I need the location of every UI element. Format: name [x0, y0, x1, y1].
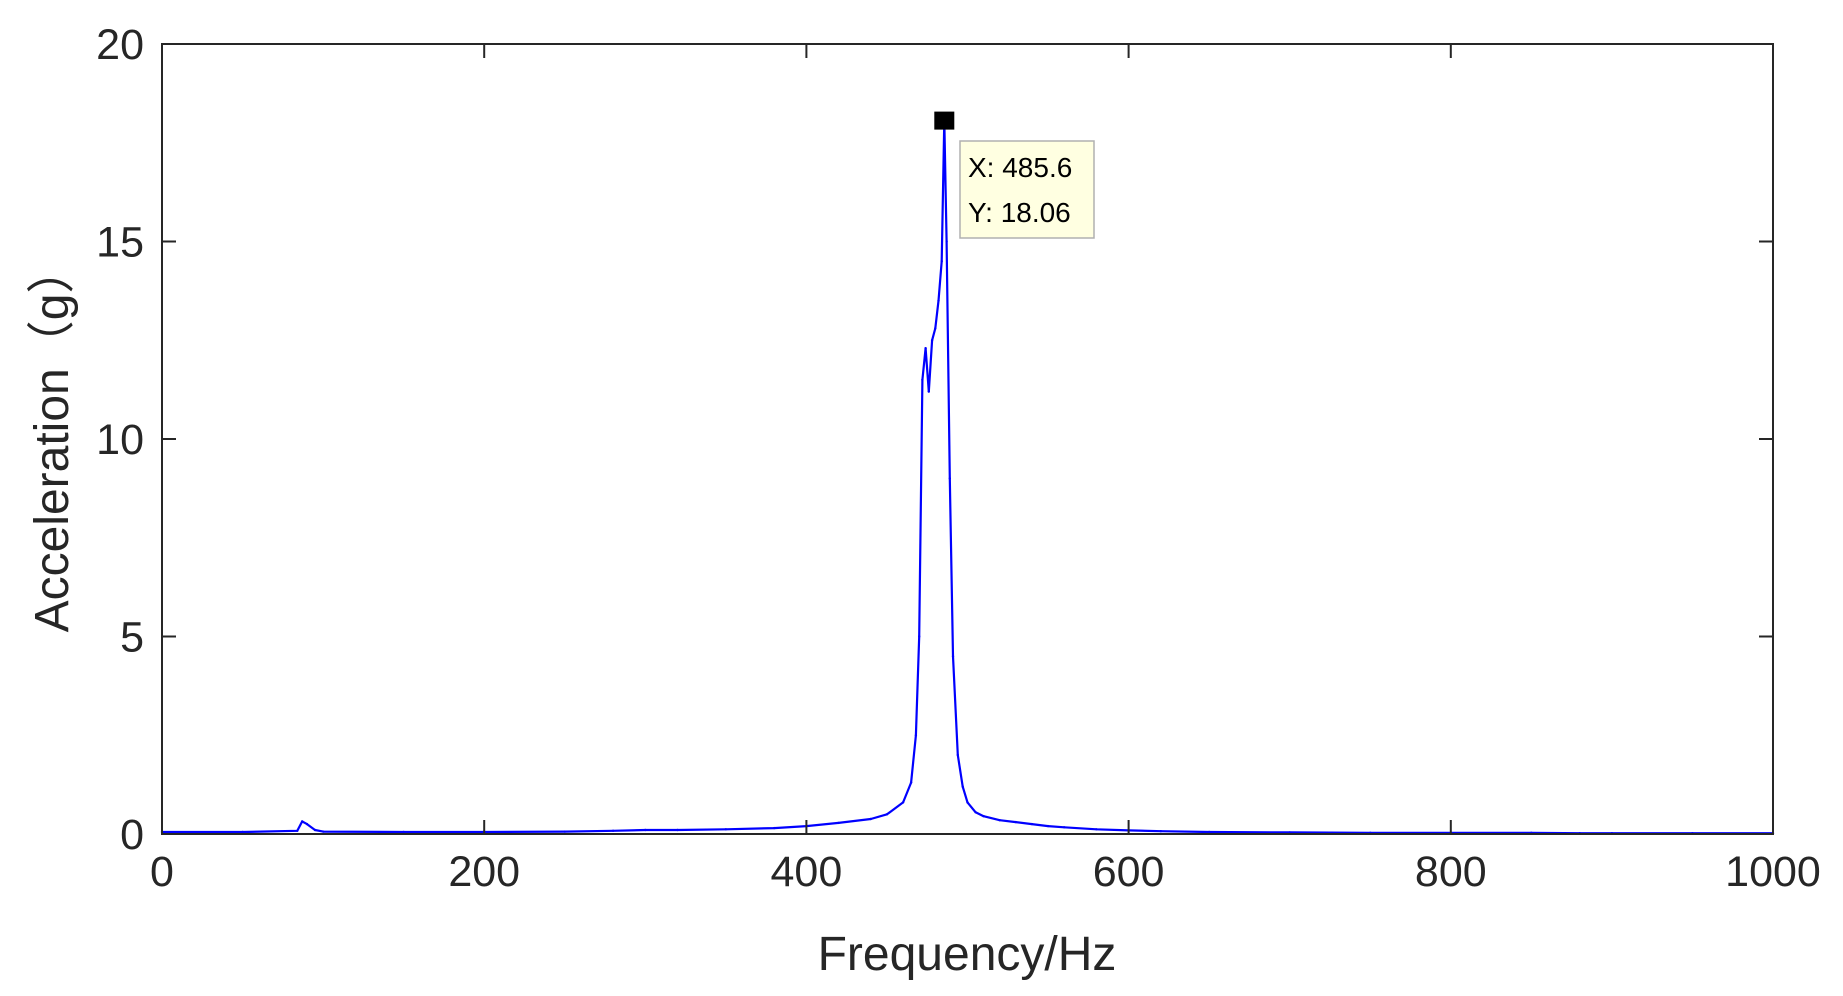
- data-point: [869, 817, 872, 821]
- data-point: [934, 327, 937, 330]
- data-point: [948, 477, 951, 480]
- y-tick-label: 5: [120, 614, 144, 662]
- data-point: [1046, 824, 1050, 828]
- y-tick-label: 15: [96, 219, 144, 267]
- data-point: [998, 819, 1001, 822]
- data-point: [940, 260, 943, 263]
- x-tick-label: 200: [448, 848, 520, 896]
- data-point: [1159, 830, 1163, 833]
- data-point: [937, 299, 940, 302]
- data-point: [918, 635, 921, 638]
- data-point: [321, 830, 325, 833]
- data-point: [402, 830, 405, 834]
- datatip-y-label: Y: 18.06: [968, 197, 1071, 228]
- data-point: [982, 815, 985, 818]
- data-point: [914, 734, 918, 737]
- datatip-x-label: X: 485.6: [968, 152, 1072, 183]
- data-point: [313, 828, 317, 832]
- data-point: [1014, 820, 1017, 824]
- y-tick-label: 20: [96, 21, 144, 69]
- y-tick-label: 0: [120, 811, 144, 859]
- data-point: [611, 829, 615, 832]
- data-point: [901, 801, 905, 804]
- data-point: [296, 829, 299, 832]
- data-point: [644, 828, 647, 832]
- data-point: [563, 830, 566, 833]
- data-point: [961, 785, 964, 788]
- data-point: [951, 655, 955, 658]
- data-point: [724, 828, 727, 831]
- x-tick-label: 0: [150, 848, 174, 896]
- series-layer: [160, 119, 1775, 835]
- data-point: [927, 390, 930, 393]
- data-point: [924, 347, 927, 350]
- data-point: [241, 830, 244, 834]
- data-point: [1095, 828, 1098, 831]
- data-point: [930, 339, 934, 342]
- data-point: [773, 826, 776, 830]
- y-tick-label: 10: [96, 416, 144, 464]
- data-point: [966, 801, 969, 804]
- x-axis-title: Frequency/Hz: [818, 928, 1117, 981]
- x-tick-label: 400: [771, 848, 843, 896]
- data-point: [301, 820, 304, 823]
- data-point: [945, 240, 948, 243]
- datatip[interactable]: X: 485.6 Y: 18.06: [934, 111, 1095, 239]
- data-point: [909, 781, 913, 784]
- tick-layer: 0 200 400 600 800 1000 0 5 10 15 20: [96, 21, 1821, 896]
- data-point: [956, 753, 959, 757]
- x-tick-label: 800: [1415, 848, 1487, 896]
- data-point: [921, 378, 924, 381]
- x-tick-label: 1000: [1725, 848, 1821, 896]
- data-point: [1030, 822, 1034, 826]
- data-point: [1208, 830, 1211, 834]
- series-line-0: [162, 119, 1773, 835]
- y-axis-title: Acceleration（g）: [26, 246, 79, 633]
- datatip-marker[interactable]: [934, 111, 955, 130]
- x-tick-label: 600: [1093, 848, 1165, 896]
- data-point: [837, 821, 840, 825]
- data-point: [974, 811, 977, 814]
- data-point: [305, 822, 309, 826]
- data-point: [885, 813, 889, 816]
- datatip-box: [959, 140, 1095, 239]
- data-point: [676, 828, 679, 832]
- data-point: [1063, 826, 1066, 829]
